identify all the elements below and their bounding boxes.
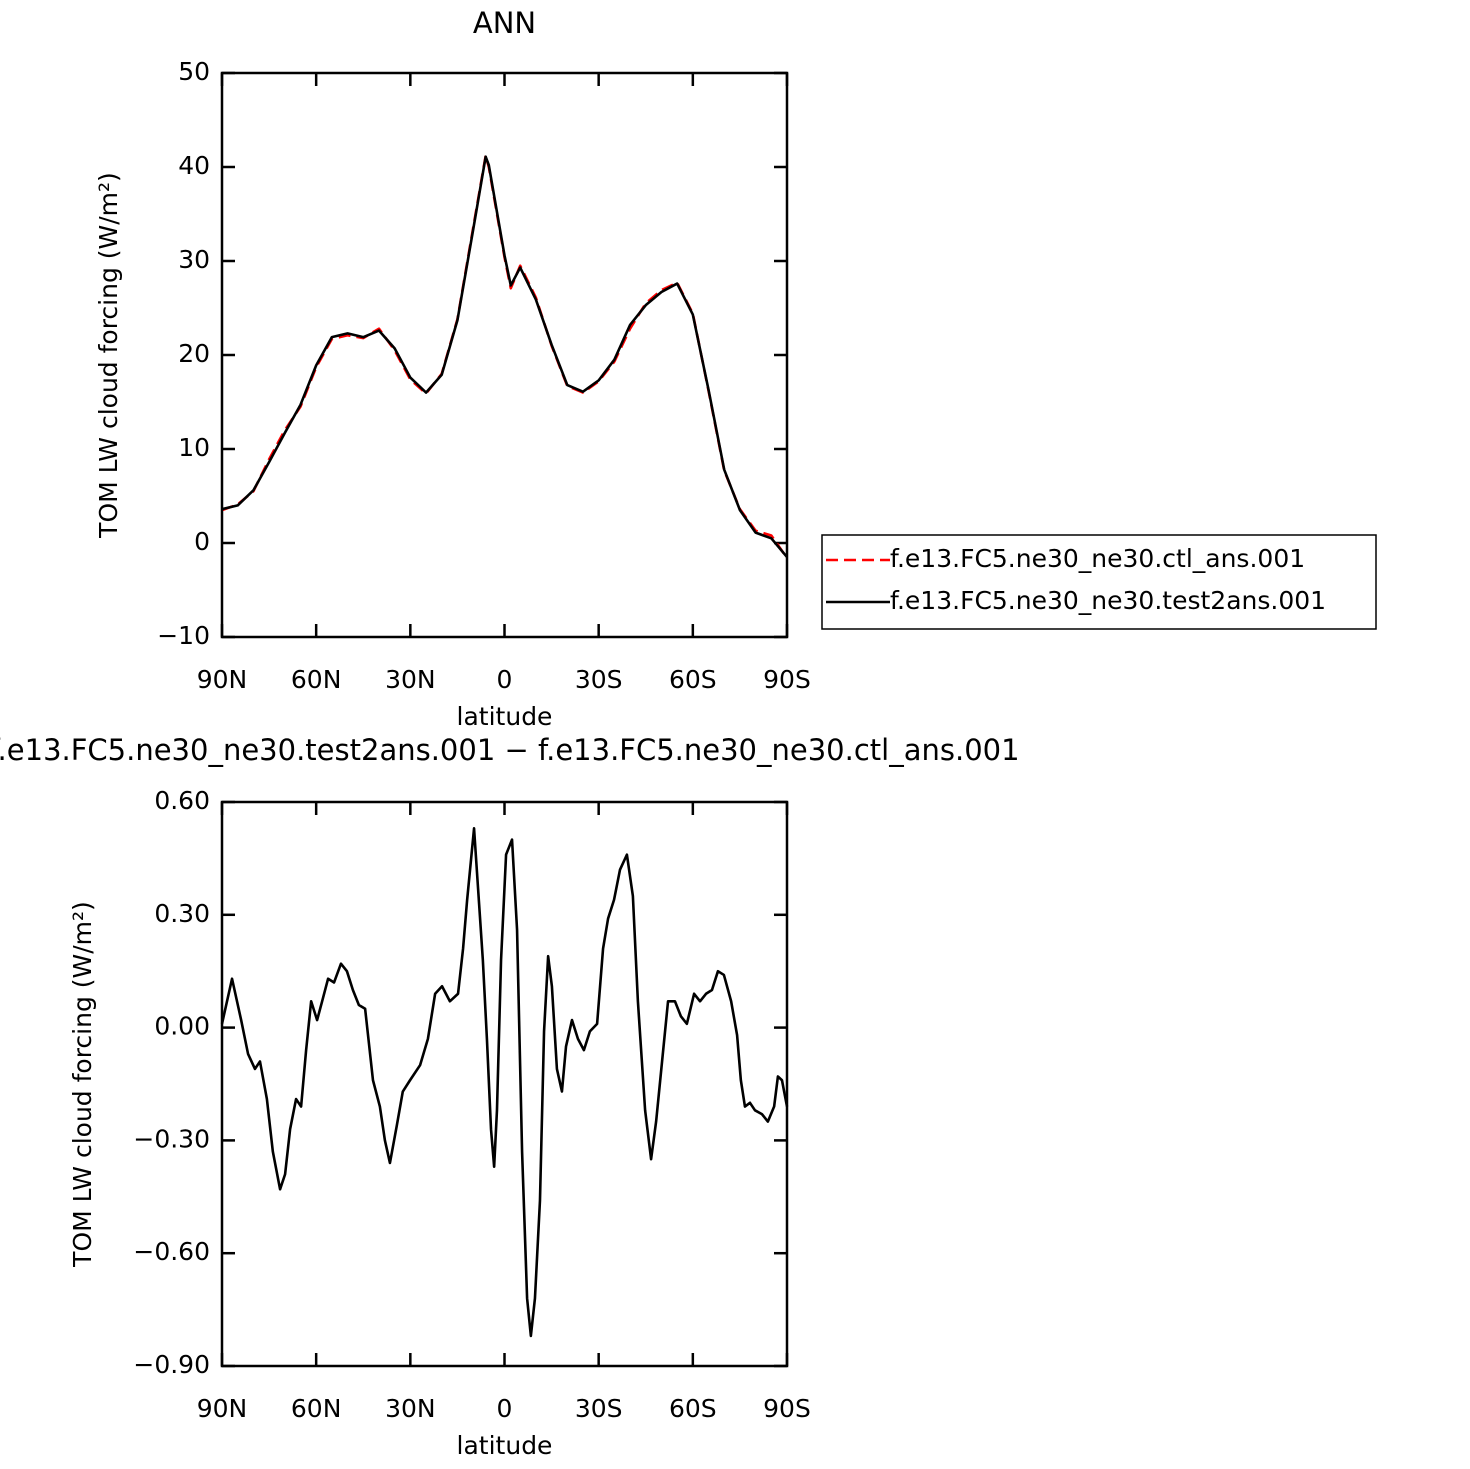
x-tick-label: 60N bbox=[291, 1394, 342, 1423]
plot-frame bbox=[220, 71, 789, 639]
x-tick-label: 90S bbox=[763, 665, 811, 694]
y-tick-label: 20 bbox=[178, 339, 210, 368]
y-tick-label: −10 bbox=[157, 621, 210, 650]
y-tick-label: −0.60 bbox=[133, 1237, 210, 1266]
y-tick-label: 50 bbox=[178, 57, 210, 86]
y-tick-label: 0 bbox=[194, 527, 210, 556]
x-tick-label: 30N bbox=[385, 665, 436, 694]
x-tick-label: 30S bbox=[575, 1394, 623, 1423]
x-tick-label: 60N bbox=[291, 665, 342, 694]
x-tick-label: 0 bbox=[497, 665, 513, 694]
legend-label: f.e13.FC5.ne30_ne30.ctl_ans.001 bbox=[890, 544, 1305, 573]
y-tick-label: 0.30 bbox=[154, 899, 210, 928]
y-tick-label: −0.30 bbox=[133, 1124, 210, 1153]
legend-label: f.e13.FC5.ne30_ne30.test2ans.001 bbox=[890, 586, 1326, 615]
data-line bbox=[221, 155, 788, 558]
x-axis-label: latitude bbox=[457, 1431, 553, 1460]
plot-frame bbox=[220, 800, 789, 1368]
x-tick-label: 30N bbox=[385, 1394, 436, 1423]
y-tick-label: 0.60 bbox=[154, 786, 210, 815]
x-axis-label: latitude bbox=[457, 702, 553, 731]
y-axis-label: TOM LW cloud forcing (W/m²) bbox=[94, 172, 123, 539]
x-tick-label: 30S bbox=[575, 665, 623, 694]
legend-box bbox=[821, 534, 1377, 630]
y-tick-label: 0.00 bbox=[154, 1012, 210, 1041]
x-tick-label: 90S bbox=[763, 1394, 811, 1423]
chart-title: ANN bbox=[473, 6, 536, 40]
x-tick-label: 60S bbox=[669, 1394, 717, 1423]
y-tick-label: 30 bbox=[178, 245, 210, 274]
chart-title: f.e13.FC5.ne30_ne30.test2ans.001 − f.e13… bbox=[0, 733, 1020, 767]
y-tick-label: −0.90 bbox=[133, 1350, 210, 1379]
data-line bbox=[220, 827, 789, 1338]
y-tick-label: 40 bbox=[178, 151, 210, 180]
x-tick-label: 0 bbox=[497, 1394, 513, 1423]
x-tick-label: 90N bbox=[197, 1394, 248, 1423]
x-tick-label: 90N bbox=[197, 665, 248, 694]
y-tick-label: 10 bbox=[178, 433, 210, 462]
x-tick-label: 60S bbox=[669, 665, 717, 694]
y-axis-label: TOM LW cloud forcing (W/m²) bbox=[68, 901, 97, 1268]
